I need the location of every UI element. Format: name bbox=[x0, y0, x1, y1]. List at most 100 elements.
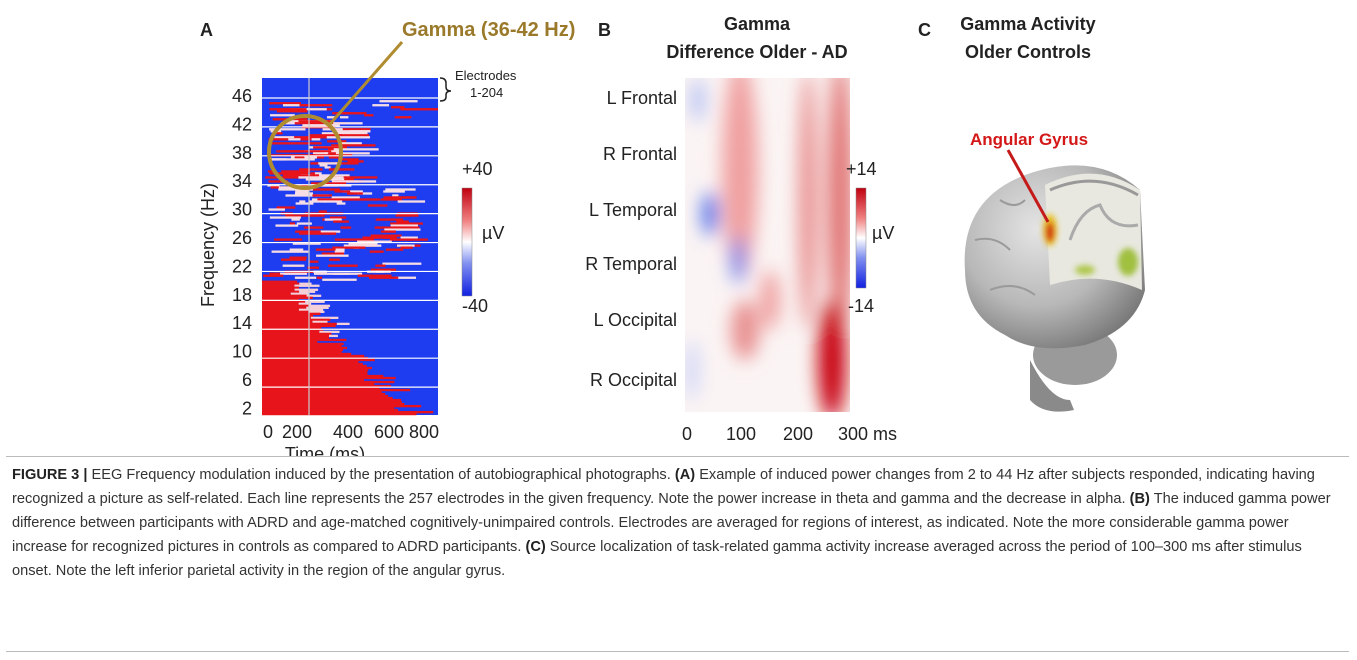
heat-cell bbox=[295, 190, 309, 192]
heat-cell bbox=[285, 150, 332, 152]
heat-cell bbox=[398, 200, 425, 202]
heat-cell bbox=[262, 339, 346, 341]
heat-cell bbox=[341, 226, 352, 228]
panel-title: Difference Older - AD bbox=[666, 42, 847, 62]
heat-cell bbox=[272, 251, 309, 253]
heat-cell bbox=[262, 375, 383, 377]
heat-cell bbox=[283, 104, 300, 106]
heat-cell bbox=[311, 317, 339, 319]
x-tick-label: 300 ms bbox=[838, 424, 897, 444]
heat-cell bbox=[262, 289, 295, 291]
heat-cell bbox=[369, 277, 398, 279]
heat-cell bbox=[337, 323, 350, 325]
heat-cell bbox=[270, 273, 281, 275]
panel-letter: A bbox=[200, 20, 213, 40]
heat-cell bbox=[262, 403, 404, 405]
heat-cell bbox=[391, 196, 417, 198]
heat-cell bbox=[262, 325, 336, 327]
panel-title: Older Controls bbox=[965, 42, 1091, 62]
heat-cell bbox=[365, 238, 374, 240]
heat-cell bbox=[299, 168, 322, 170]
heat-cell bbox=[262, 409, 398, 411]
heat-cell bbox=[329, 335, 338, 337]
heat-cell bbox=[328, 148, 334, 150]
heat-cell bbox=[305, 301, 324, 303]
heat-cell bbox=[262, 399, 401, 401]
region-label: R Occipital bbox=[590, 370, 677, 390]
heat-cell bbox=[270, 114, 295, 116]
x-tick-label: 600 bbox=[374, 422, 404, 442]
heat-cell bbox=[395, 116, 412, 118]
electrodes-label: Electrodes bbox=[455, 68, 517, 83]
colorbar-unit: µV bbox=[482, 223, 504, 243]
heat-cell bbox=[283, 265, 305, 267]
heat-cell bbox=[385, 188, 415, 190]
y-tick-label: 10 bbox=[232, 342, 252, 362]
heat-cell bbox=[281, 259, 306, 261]
heat-cell bbox=[262, 377, 396, 379]
heat-cell bbox=[347, 192, 352, 194]
y-tick-label: 30 bbox=[232, 200, 252, 220]
heatmap-a bbox=[262, 78, 438, 416]
heat-cell bbox=[330, 216, 346, 218]
caption-ref: (C) bbox=[525, 539, 545, 555]
colorbar bbox=[856, 188, 866, 288]
heat-cell bbox=[262, 367, 372, 369]
heat-cell bbox=[400, 108, 438, 110]
heat-cell bbox=[299, 200, 305, 202]
x-tick-label: 0 bbox=[682, 424, 692, 444]
heat-cell bbox=[262, 283, 299, 285]
heat-cell bbox=[306, 307, 328, 309]
heat-cell bbox=[384, 228, 420, 230]
heat-cell bbox=[262, 333, 331, 335]
heat-cell bbox=[294, 285, 319, 287]
heat-cell bbox=[397, 244, 415, 246]
heat-cell bbox=[271, 158, 287, 160]
heat-cell bbox=[316, 249, 338, 251]
heat-cell bbox=[291, 293, 309, 295]
heat-cell bbox=[262, 305, 308, 307]
heat-cell bbox=[262, 407, 394, 409]
heat-cell bbox=[262, 331, 319, 333]
x-tick-label: 800 bbox=[409, 422, 439, 442]
heat-cell bbox=[371, 234, 402, 236]
heat-cell bbox=[262, 373, 368, 375]
heat-cell bbox=[333, 130, 371, 132]
heat-cell bbox=[262, 335, 329, 337]
heat-cell bbox=[348, 160, 364, 162]
heat-cell bbox=[328, 265, 358, 267]
heat-cell bbox=[327, 136, 370, 138]
heat-cell bbox=[342, 142, 362, 144]
heat-cell bbox=[276, 132, 282, 134]
y-axis-label: Frequency (Hz) bbox=[198, 183, 218, 307]
heat-cell bbox=[262, 297, 313, 299]
y-tick-label: 14 bbox=[232, 313, 252, 333]
heat-cell bbox=[262, 349, 343, 351]
heat-cell bbox=[262, 383, 374, 385]
region-label: L Occipital bbox=[594, 310, 677, 330]
heat-cell bbox=[296, 110, 307, 112]
heat-cell bbox=[262, 365, 367, 367]
y-tick-label: 42 bbox=[232, 114, 252, 134]
heat-cell bbox=[401, 247, 413, 249]
heat-cell bbox=[262, 309, 299, 311]
y-tick-label: 46 bbox=[232, 86, 252, 106]
heat-cell bbox=[304, 226, 323, 228]
panel-letter: B bbox=[598, 20, 611, 40]
heat-cell bbox=[372, 104, 389, 106]
heat-cell bbox=[262, 401, 402, 403]
heat-cell bbox=[262, 389, 410, 391]
y-tick-label: 22 bbox=[232, 256, 252, 276]
heat-cell bbox=[285, 214, 301, 216]
heat-cell bbox=[295, 230, 321, 232]
y-tick-label: 2 bbox=[242, 398, 252, 418]
heat-cell bbox=[274, 136, 294, 138]
y-tick-label: 38 bbox=[232, 143, 252, 163]
heat-cell bbox=[269, 108, 306, 110]
heat-cell bbox=[375, 226, 412, 228]
heat-cell bbox=[312, 194, 332, 196]
heat-cell bbox=[262, 353, 351, 355]
heat-cell bbox=[317, 198, 352, 200]
region-label: L Temporal bbox=[589, 200, 677, 220]
